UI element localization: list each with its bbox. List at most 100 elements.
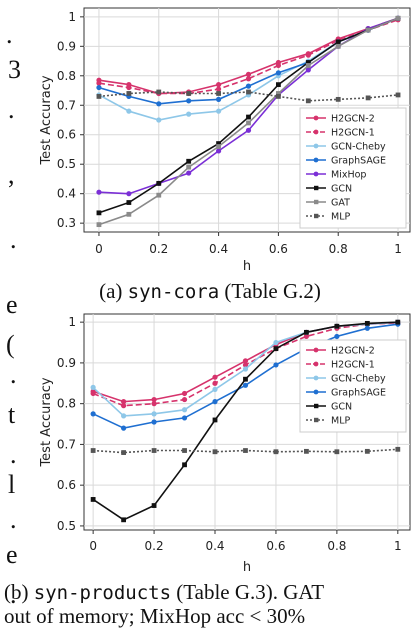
y-tick-label: 0.9 — [57, 356, 76, 370]
data-point — [156, 89, 162, 95]
y-axis-label: Test Accuracy — [39, 75, 54, 165]
x-tick-label: 0.8 — [329, 242, 348, 256]
data-point — [181, 396, 188, 403]
legend-label: H2GCN-2 — [331, 114, 375, 125]
legend-entry: H2GCN-2 — [306, 346, 375, 357]
data-point — [96, 84, 102, 91]
caption-b-dataset: syn-products — [33, 582, 172, 604]
data-point — [335, 39, 341, 45]
data-point — [186, 91, 192, 96]
data-point — [212, 417, 218, 423]
data-point — [215, 108, 222, 114]
data-point — [276, 82, 281, 88]
chart-panel-a: 0.3 0.4 0.5 0.6 0.7 0.8 0.9 1 0 0.2 0.4 0.6 0.8 1 h Tes… — [39, 7, 411, 274]
data-point — [126, 84, 132, 91]
caption-b-prefix: (b) — [4, 580, 34, 604]
data-point — [365, 95, 371, 101]
x-tick-label: 0.2 — [149, 242, 168, 256]
legend-label: GAT — [331, 198, 350, 209]
data-point — [96, 222, 102, 228]
data-point — [215, 82, 222, 88]
data-point — [181, 415, 188, 421]
data-point — [276, 94, 281, 99]
legend-label: H2GCN-1 — [331, 360, 375, 371]
legend-marker — [313, 389, 319, 395]
data-point — [156, 101, 162, 107]
data-point — [212, 374, 218, 380]
data-point — [273, 449, 279, 455]
data-point — [121, 403, 127, 409]
margin-glyph: . — [10, 580, 17, 609]
data-point — [275, 62, 282, 69]
data-point — [243, 376, 248, 382]
data-point — [245, 83, 252, 89]
legend-entry: GraphSAGE — [306, 156, 386, 167]
margin-glyph: . — [10, 440, 17, 469]
data-point — [335, 96, 341, 102]
data-point — [334, 333, 340, 340]
data-point — [243, 448, 248, 453]
data-point — [151, 448, 157, 453]
y-tick-label: 0.9 — [57, 39, 76, 53]
legend-entry: GCN-Cheby — [306, 142, 386, 153]
margin-glyph: l — [8, 470, 16, 499]
data-point — [305, 60, 311, 65]
caption-a-suffix: (Table G.2) — [219, 279, 321, 303]
legend-entry: H2GCN-2 — [306, 114, 375, 125]
data-point — [303, 333, 310, 340]
x-axis-label: h — [243, 259, 251, 274]
data-point — [156, 192, 162, 198]
data-point — [212, 386, 218, 392]
x-tick-label: 1 — [394, 242, 402, 256]
data-point — [96, 94, 102, 99]
legend-entry: GAT — [306, 198, 350, 209]
legend-entry: H2GCN-1 — [306, 128, 375, 139]
legend-entry: MLP — [306, 416, 350, 427]
data-point — [395, 319, 401, 325]
legend-label: GCN-Cheby — [331, 142, 386, 153]
data-point — [304, 329, 309, 335]
margin-glyph: t — [8, 400, 16, 429]
y-tick-label: 0.6 — [57, 128, 76, 142]
series-gcn — [90, 319, 401, 523]
legend-label: GCN — [331, 402, 352, 413]
y-tick-label: 0.8 — [57, 397, 76, 411]
data-point — [126, 200, 132, 205]
y-tick-label: 0.7 — [57, 98, 76, 112]
data-point — [395, 92, 401, 98]
data-point — [305, 63, 311, 68]
legend-marker — [313, 361, 319, 367]
legend-label: GraphSAGE — [331, 388, 386, 399]
caption-b: (b) syn-products (Table G.3). GAT — [4, 580, 324, 605]
data-point — [121, 450, 127, 455]
legend-label: MLP — [331, 212, 350, 223]
data-point — [156, 117, 162, 123]
data-point — [305, 67, 311, 73]
legend-entry: MixHop — [306, 170, 366, 181]
data-point — [275, 70, 282, 76]
data-point — [182, 462, 187, 468]
x-axis-label: h — [243, 560, 251, 575]
margin-glyph: e — [6, 290, 18, 319]
legend-box — [299, 339, 407, 433]
x-tick-label: 0.6 — [266, 539, 285, 553]
legend: H2GCN-2 H2GCN-1 GCN-Cheby GraphSAGE MixHop GC… — [299, 107, 407, 229]
caption-a-prefix: (a) — [99, 279, 128, 303]
x-tick-label: 0 — [95, 242, 103, 256]
data-point — [364, 320, 370, 326]
data-point — [334, 449, 340, 455]
data-point — [364, 448, 370, 454]
legend-entry: GCN — [306, 402, 352, 413]
data-point — [364, 325, 370, 331]
data-point — [212, 399, 218, 405]
data-point — [90, 497, 96, 502]
data-point — [186, 170, 192, 176]
legend-box — [299, 107, 407, 229]
data-point — [242, 366, 249, 372]
margin-glyph: . — [10, 360, 17, 389]
legend-marker — [313, 157, 319, 163]
data-point — [181, 407, 188, 413]
data-point — [151, 411, 157, 417]
margin-glyph: e — [6, 540, 18, 569]
